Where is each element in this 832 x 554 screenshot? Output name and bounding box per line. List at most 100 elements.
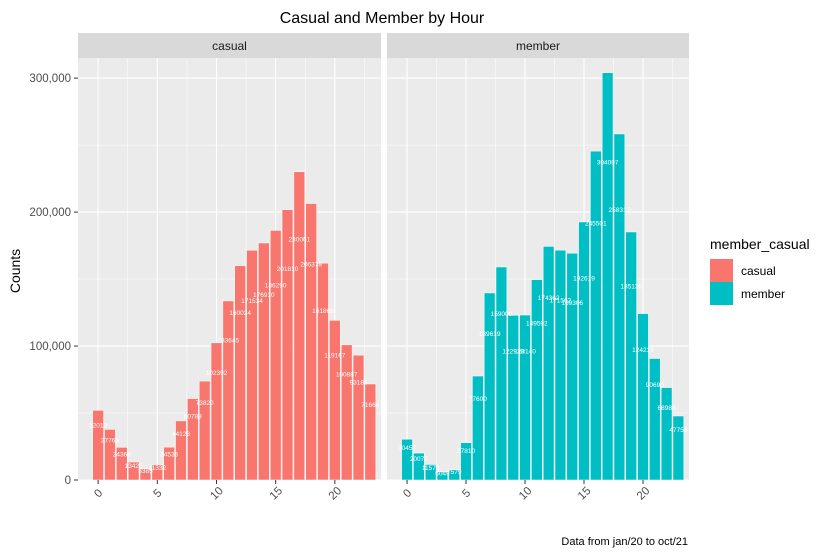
bar-label: 206378 bbox=[300, 261, 322, 268]
bar-casual-hour-19 bbox=[317, 262, 329, 481]
bar-label: 90690 bbox=[646, 382, 664, 389]
y-tick-label: 200,000 bbox=[29, 207, 71, 219]
bar-member-hour-4 bbox=[448, 469, 460, 481]
bar-member-hour-18 bbox=[613, 133, 626, 481]
bar-member-hour-8 bbox=[495, 266, 508, 481]
bar-member-hour-23 bbox=[672, 415, 685, 481]
bar-label: 174362 bbox=[538, 295, 560, 302]
bar-label: 30457 bbox=[398, 445, 416, 452]
legend-title: member_casual bbox=[710, 236, 810, 252]
bar-label: 102392 bbox=[206, 370, 228, 377]
bar-label: 24369 bbox=[113, 452, 131, 459]
bar-label: 171534 bbox=[241, 298, 263, 305]
bar-member-hour-3 bbox=[436, 471, 449, 481]
x-tick-label: 15 bbox=[268, 485, 286, 503]
bar-casual-hour-12 bbox=[234, 265, 246, 481]
bar-casual-hour-20 bbox=[329, 320, 341, 481]
bar-member-hour-7 bbox=[483, 292, 496, 481]
bar-member-hour-15 bbox=[578, 221, 590, 481]
strip-casual bbox=[78, 33, 381, 58]
legend-label-casual: casual bbox=[741, 264, 776, 278]
bar-label: 201810 bbox=[277, 266, 299, 273]
bar-member-hour-19 bbox=[625, 231, 637, 481]
bar-casual-hour-16 bbox=[281, 209, 294, 481]
bar-label: 192619 bbox=[573, 276, 595, 283]
bar-label: 11578 bbox=[422, 465, 440, 472]
bar-label: 139619 bbox=[479, 331, 501, 338]
legend-key-casual bbox=[710, 259, 733, 282]
bar-label: 60783 bbox=[184, 413, 202, 420]
bar-label: 122938 bbox=[502, 349, 524, 356]
bar-casual-hour-6 bbox=[163, 446, 175, 481]
bar-label: 185136 bbox=[620, 284, 642, 291]
bar-member-hour-6 bbox=[472, 375, 484, 481]
bar-label: 13425 bbox=[125, 463, 143, 470]
bar-label: 245501 bbox=[585, 220, 607, 227]
bar-casual-hour-21 bbox=[340, 344, 353, 481]
bar-casual-hour-9 bbox=[198, 380, 211, 481]
bar-label: 24533 bbox=[160, 451, 178, 458]
bar-casual-hour-13 bbox=[246, 249, 258, 481]
strip-member bbox=[387, 33, 689, 58]
bar-label: 44123 bbox=[172, 431, 190, 438]
chart-title: Casual and Member by Hour bbox=[280, 10, 485, 27]
bar-casual-hour-4 bbox=[139, 468, 152, 481]
bar-casual-hour-22 bbox=[352, 354, 365, 481]
bar-label: 124216 bbox=[632, 347, 654, 354]
bar-label: 93186 bbox=[349, 380, 367, 387]
bar-member-hour-17 bbox=[601, 72, 614, 481]
bar-casual-hour-3 bbox=[127, 461, 140, 481]
bar-label: 73820 bbox=[196, 400, 214, 407]
bar-member-hour-9 bbox=[507, 315, 519, 481]
x-tick-label: 0 bbox=[92, 487, 105, 500]
legend-key-member bbox=[710, 282, 733, 305]
bar-label: 160024 bbox=[229, 310, 251, 317]
bar-casual-hour-10 bbox=[210, 342, 223, 481]
bar-member-hour-12 bbox=[542, 246, 555, 481]
y-axis-title: Counts bbox=[7, 249, 23, 293]
bar-casual-hour-0 bbox=[92, 410, 104, 481]
bar-casual-hour-1 bbox=[104, 429, 116, 481]
bar-member-hour-14 bbox=[566, 252, 578, 481]
bar-casual-hour-14 bbox=[258, 242, 270, 481]
bar-label: 159000 bbox=[491, 311, 513, 318]
bar-member-hour-13 bbox=[554, 249, 567, 481]
x-tick-label: 20 bbox=[635, 485, 653, 503]
bar-label: 186290 bbox=[265, 282, 287, 289]
strip-label-casual: casual bbox=[212, 39, 247, 53]
bar-label: 7579 bbox=[447, 469, 462, 476]
bar-label: 304007 bbox=[597, 159, 619, 166]
x-tick-label: 0 bbox=[401, 487, 414, 500]
bar-label: 100887 bbox=[336, 372, 358, 379]
bar-label: 11332 bbox=[149, 465, 167, 472]
x-axis-casual: 0 5 10 15 20 bbox=[92, 480, 344, 502]
bar-casual-hour-23 bbox=[364, 383, 377, 481]
bar-casual-hour-18 bbox=[305, 203, 317, 481]
bar-member-hour-16 bbox=[590, 150, 602, 481]
bar-label: 20077 bbox=[410, 456, 428, 463]
y-tick-label: 300,000 bbox=[29, 73, 71, 85]
bar-casual-hour-2 bbox=[116, 447, 128, 481]
bar-label: 27810 bbox=[457, 448, 475, 455]
bar-member-hour-11 bbox=[531, 279, 543, 481]
x-tick-label: 10 bbox=[517, 485, 535, 503]
bar-label: 230061 bbox=[288, 237, 310, 244]
bar-label: 77600 bbox=[469, 396, 487, 403]
bar-casual-hour-7 bbox=[175, 420, 187, 481]
x-axis-member: 0 5 10 15 20 bbox=[401, 480, 652, 502]
x-tick-label: 5 bbox=[152, 487, 165, 500]
bar-label: 169306 bbox=[561, 300, 583, 307]
x-tick-label: 20 bbox=[327, 485, 345, 503]
bar-casual-hour-17 bbox=[293, 171, 306, 481]
bar-label: 8385 bbox=[138, 468, 153, 475]
bar-label: 171562 bbox=[550, 298, 572, 305]
bars-casual bbox=[92, 171, 377, 481]
x-tick-label: 10 bbox=[208, 485, 226, 503]
bar-label: 258317 bbox=[609, 207, 631, 214]
bar-member-hour-21 bbox=[649, 358, 661, 481]
